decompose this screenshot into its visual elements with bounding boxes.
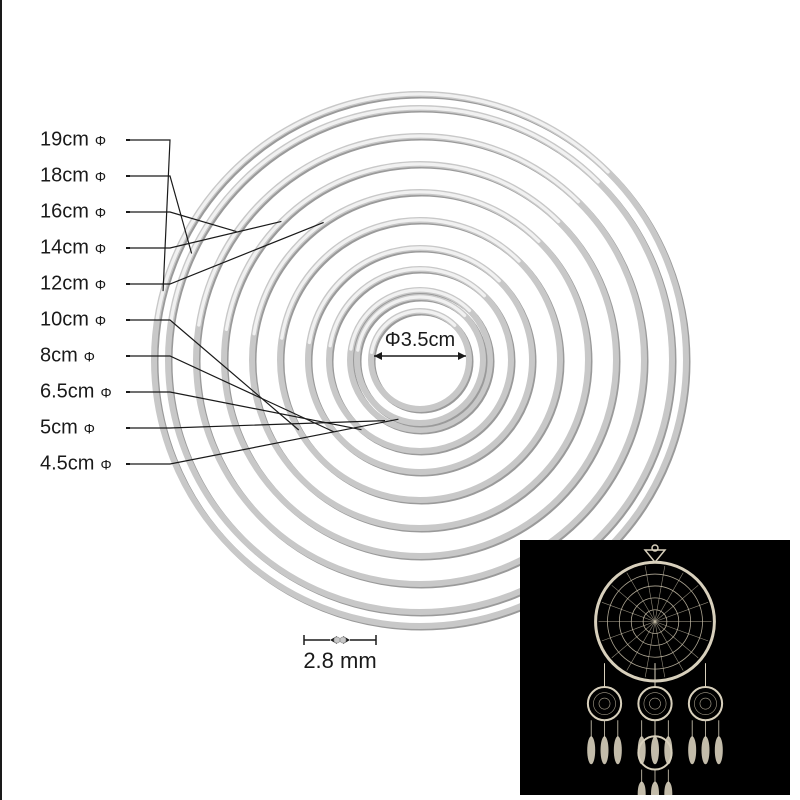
diameter-icon: Φ: [95, 276, 105, 292]
diameter-icon: Φ: [95, 132, 105, 148]
size-text: 12cm: [40, 273, 89, 296]
size-label: 16cm Φ: [40, 201, 105, 224]
size-text: 10cm: [40, 309, 89, 332]
thickness-text: 2.8 mm: [303, 648, 376, 673]
size-label: 19cm Φ: [40, 129, 105, 152]
size-text: 6.5cm: [40, 381, 94, 404]
inner-diameter-text: Φ3.5cm: [385, 329, 455, 351]
size-label: 18cm Φ: [40, 165, 105, 188]
diameter-icon: Φ: [84, 420, 94, 436]
diagram-canvas: 19cm Φ 18cm Φ 16cm Φ 14cm Φ 12cm Φ 10cm Φ 8cm Φ 6.5cm Φ…: [0, 0, 800, 800]
size-label: 4.5cm Φ: [40, 453, 111, 476]
diameter-icon: Φ: [100, 456, 110, 472]
size-label: 12cm Φ: [40, 273, 105, 296]
diameter-icon: Φ: [95, 312, 105, 328]
size-text: 14cm: [40, 237, 89, 260]
dreamcatcher-inset: [520, 540, 790, 795]
size-label: 10cm Φ: [40, 309, 105, 332]
size-text: 16cm: [40, 201, 89, 224]
size-label: 14cm Φ: [40, 237, 105, 260]
inner-diameter-label: Φ3.5cm: [385, 329, 455, 352]
diameter-icon: Φ: [95, 204, 105, 220]
thickness-label: 2.8 mm: [303, 648, 376, 674]
size-text: 5cm: [40, 417, 78, 440]
diameter-icon: Φ: [84, 348, 94, 364]
size-text: 19cm: [40, 129, 89, 152]
size-text: 18cm: [40, 165, 89, 188]
size-text: 8cm: [40, 345, 78, 368]
size-text: 4.5cm: [40, 453, 94, 476]
diameter-icon: Φ: [95, 240, 105, 256]
size-label: 5cm Φ: [40, 417, 94, 440]
diameter-icon: Φ: [100, 384, 110, 400]
dreamcatcher-svg: [520, 540, 790, 795]
size-label: 8cm Φ: [40, 345, 94, 368]
diameter-icon: Φ: [95, 168, 105, 184]
size-label: 6.5cm Φ: [40, 381, 111, 404]
